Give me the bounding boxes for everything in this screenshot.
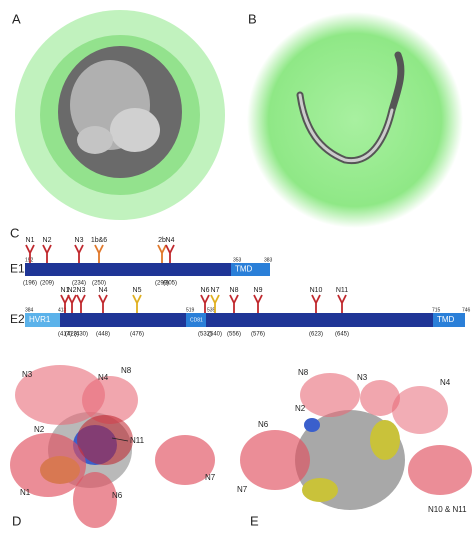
residue-number: 384 <box>25 307 34 313</box>
glycan-symbol <box>311 294 321 313</box>
site-label: N6 <box>112 491 123 500</box>
site-label: N7 <box>205 473 216 482</box>
glycan-symbol <box>157 244 167 263</box>
glycan-symbol <box>42 244 52 263</box>
protein-name: E2 <box>10 312 25 326</box>
residue-number: 383 <box>264 257 273 263</box>
glycan-label: N5 <box>133 287 142 294</box>
domain <box>25 313 60 327</box>
glycan-symbol <box>74 244 84 263</box>
glycan-position: (576) <box>251 332 265 338</box>
glycan-label: 1b&6 <box>91 237 107 244</box>
glycan-label: N6 <box>201 287 210 294</box>
glycan-label: N8 <box>230 287 239 294</box>
glycan-symbol <box>253 294 263 313</box>
glycan-label: N4 <box>166 237 175 244</box>
panel-a: A <box>12 10 225 220</box>
site-label: N3 <box>357 373 368 382</box>
residue-number: 413 <box>58 307 67 313</box>
protein-name: E1 <box>10 262 25 276</box>
glycan-position: (423) <box>65 332 79 338</box>
glycan-label: N3 <box>75 237 84 244</box>
panel-label: B <box>248 11 257 26</box>
site-label: N3 <box>22 370 33 379</box>
panel-label: E <box>250 513 259 528</box>
domain-label: TMD <box>437 315 455 324</box>
glycan-label: N2 <box>68 287 77 294</box>
site-label: N10 & N11 <box>428 505 467 514</box>
site-label: N8 <box>121 366 132 375</box>
panel-d: N3 N4 N8 N11 N2 N1 N6 N7 D <box>10 365 216 528</box>
domain-label: HVR1 <box>29 315 51 324</box>
domain <box>433 313 465 327</box>
glycan-label: N1 <box>26 237 35 244</box>
residue-number: 535 <box>207 307 216 313</box>
glycan-position: (299) <box>155 281 169 287</box>
glycan-position: (196) <box>23 281 37 287</box>
site-label: N6 <box>258 420 269 429</box>
glycan-position: (623) <box>309 332 323 338</box>
domain <box>186 313 206 327</box>
glycan-symbol <box>76 294 86 313</box>
residue-number: 746 <box>462 307 471 313</box>
glycan-symbol <box>229 294 239 313</box>
glycan-position: (476) <box>130 332 144 338</box>
glycan-position: (645) <box>335 332 349 338</box>
protein-bar <box>25 263 270 276</box>
panel-label: C <box>10 225 19 240</box>
panel-b: B <box>247 11 463 228</box>
glycan-position: (556) <box>227 332 241 338</box>
glycan-symbol <box>98 294 108 313</box>
panel-label: A <box>12 11 21 26</box>
site-label: N7 <box>237 485 248 494</box>
panel-e: N8 N3 N4 N2 N6 N7 N10 & N11 E <box>237 368 472 528</box>
glycan-position: (430) <box>74 332 88 338</box>
glycan-label: N4 <box>99 287 108 294</box>
glycan-label: N3 <box>77 287 86 294</box>
protein-bar <box>25 313 465 327</box>
glycan-position: (540) <box>208 332 222 338</box>
site-label: N11 <box>130 436 145 445</box>
glycan-label: N7 <box>211 287 220 294</box>
glycan-symbol <box>200 294 210 313</box>
glycan-position: (209) <box>40 281 54 287</box>
glycan-position: (417) <box>58 332 72 338</box>
domain <box>231 263 270 276</box>
glycan-label: 2b <box>158 237 166 244</box>
site-label: N2 <box>295 404 306 413</box>
glycan-symbol <box>210 294 220 313</box>
glycan-symbol <box>25 244 35 263</box>
glycan-position: (448) <box>96 332 110 338</box>
site-label: N8 <box>298 368 309 377</box>
site-label: N1 <box>20 488 31 497</box>
glycan-symbol <box>132 294 142 313</box>
glycan-position: (250) <box>92 281 106 287</box>
glycan-label: N10 <box>310 287 323 294</box>
glycan-symbol <box>165 244 175 263</box>
glycan-symbol <box>94 244 104 263</box>
domain-label: CD81 <box>190 317 203 323</box>
glycan-position: (305) <box>163 281 177 287</box>
site-label: N4 <box>440 378 451 387</box>
residue-number: 519 <box>186 307 195 313</box>
residue-number: 715 <box>432 307 441 313</box>
site-label: N4 <box>98 373 109 382</box>
domain-label: TMD <box>235 265 253 274</box>
glycan-label: N1 <box>61 287 70 294</box>
glycan-symbol <box>67 294 77 313</box>
glycan-label: N9 <box>254 287 263 294</box>
site-label: N2 <box>34 425 45 434</box>
glycan-position: (532) <box>198 332 212 338</box>
panel-label: D <box>12 513 21 528</box>
glycan-label: N2 <box>43 237 52 244</box>
glycan-label: N11 <box>336 287 348 294</box>
glycan-position: (234) <box>72 281 86 287</box>
residue-number: 353 <box>233 257 242 263</box>
glycan-symbol <box>337 294 347 313</box>
